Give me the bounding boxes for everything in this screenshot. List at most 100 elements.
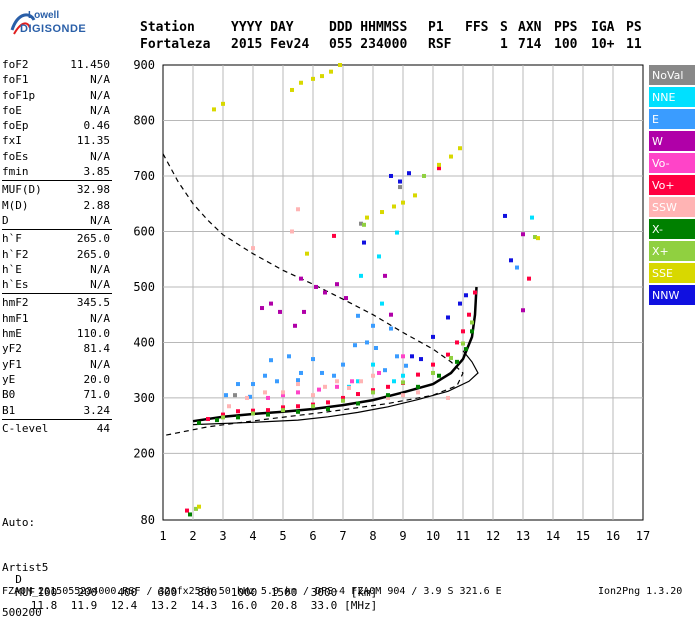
legend-item-ssw: SSW (649, 197, 695, 217)
legend-item-x-: X- (649, 219, 695, 239)
footer-muf-value: 11.8 (30, 599, 58, 612)
echo-point (431, 334, 435, 339)
echo-point (314, 284, 318, 289)
param-value: 3.24 (83, 403, 111, 417)
header-pps-label: PPS (554, 20, 578, 35)
param-name: foF2 (2, 58, 29, 71)
param-row: yF2 81.4 (2, 342, 112, 357)
echo-point (326, 400, 330, 405)
echo-point (401, 200, 405, 205)
param-name: D (2, 213, 9, 227)
param-separator (2, 229, 112, 231)
echo-point (290, 87, 294, 92)
echo-point (245, 395, 249, 400)
echo-point (356, 392, 360, 397)
echo-point (185, 508, 189, 513)
echo-point (458, 301, 462, 306)
param-value: 0.46 (83, 119, 111, 133)
echo-point (521, 232, 525, 237)
echo-point (299, 80, 303, 85)
logo-brand: Lowell (28, 10, 60, 21)
param-row: foE N/A (2, 104, 112, 119)
auto-system: Artist5 (2, 561, 49, 574)
echo-point (365, 215, 369, 220)
echo-point (389, 173, 393, 178)
echo-point (362, 222, 366, 227)
echo-point (386, 384, 390, 389)
header-s-value: 1 (500, 37, 508, 52)
param-name: yF2 (2, 342, 22, 356)
legend-item-x-: X+ (649, 241, 695, 261)
x-tick-label: 5 (279, 529, 286, 543)
echo-point (329, 69, 333, 74)
x-tick-label: 14 (546, 529, 560, 543)
param-value: N/A (90, 357, 110, 371)
header-axn-label: AXN (518, 20, 542, 35)
echo-point (401, 354, 405, 359)
echo-point (290, 229, 294, 234)
echo-point (335, 384, 339, 389)
echo-point (416, 372, 420, 377)
echo-point (437, 166, 441, 171)
param-value: N/A (90, 73, 110, 87)
echo-point (326, 407, 330, 412)
echo-point (458, 146, 462, 151)
x-tick-label: 1 (159, 529, 166, 543)
x-tick-label: 12 (486, 529, 500, 543)
footer-muf-value: 16.0 (230, 599, 258, 612)
echo-point (341, 398, 345, 403)
echo-point (362, 240, 366, 245)
echo-point (302, 309, 306, 314)
echo-point (536, 236, 540, 241)
echo-point (194, 506, 198, 511)
echo-point (248, 394, 252, 399)
echo-point (464, 347, 468, 352)
echo-point (413, 193, 417, 198)
echo-point (221, 412, 225, 417)
echo-point (407, 171, 411, 176)
echo-point (446, 395, 450, 400)
echo-point (317, 387, 321, 392)
legend-item-nne: NNE (649, 87, 695, 107)
echo-point (251, 246, 255, 251)
param-name: B1 (2, 403, 16, 417)
echo-point (281, 390, 285, 395)
echo-point (335, 282, 339, 287)
param-name: fxI (2, 134, 22, 148)
echo-point (392, 204, 396, 209)
scaled-parameters-panel: foF2 11.450 foF1 N/A foF1p N/A foE N/A foEp 0.46 f… (2, 58, 112, 437)
echo-point (350, 379, 354, 384)
param-row: hmE 110.0 (2, 327, 112, 342)
echo-point (296, 390, 300, 395)
param-name: foE (2, 103, 22, 117)
echo-point (401, 393, 405, 398)
legend-item-noval: NoVal (649, 65, 695, 85)
legend-item-w: W (649, 131, 695, 151)
param-value: 265.0 (76, 232, 110, 246)
echo-point (467, 312, 471, 317)
echo-point (515, 265, 519, 270)
param-name: B0 (2, 388, 16, 402)
echo-point (281, 408, 285, 413)
param-value: N/A (90, 149, 110, 163)
legend-item-nnw: NNW (649, 285, 695, 305)
echo-point (206, 417, 210, 422)
param-separator (2, 418, 112, 421)
logo-model: DIGISONDE (20, 23, 87, 35)
echo-point (296, 382, 300, 387)
echo-point (449, 154, 453, 159)
echo-point (215, 418, 219, 423)
param-value: 71.0 (83, 388, 111, 402)
echo-point (386, 393, 390, 398)
echo-point (371, 390, 375, 395)
echo-point (221, 415, 225, 420)
legend-item-vo-: Vo- (649, 153, 695, 173)
param-row: h`F2 265.0 (2, 248, 112, 263)
echo-point (416, 384, 420, 389)
echo-point (311, 76, 315, 81)
x-tick-label: 16 (606, 529, 620, 543)
footer-d-value: 800 (197, 586, 218, 599)
echo-point (383, 368, 387, 373)
header-ps-label: PS (626, 20, 642, 35)
auto-label: Auto: (2, 516, 36, 529)
